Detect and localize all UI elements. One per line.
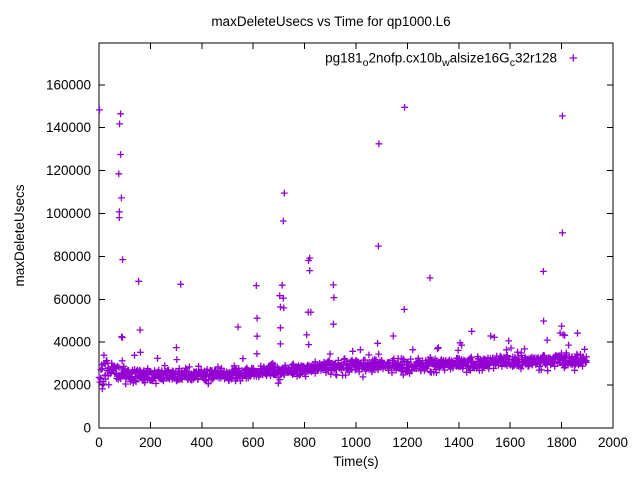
y-tick-label: 20000 [53,378,91,393]
data-points [95,103,590,393]
x-tick-label: 200 [139,435,162,450]
x-tick-label: 400 [191,435,214,450]
y-tick-label: 160000 [46,77,91,92]
x-tick-label: 1600 [495,435,525,450]
x-tick-label: 1800 [547,435,577,450]
y-tick-label: 80000 [53,249,91,264]
x-tick-label: 1200 [392,435,422,450]
tick-labels: 0 200 400 600 800 1000 1200 1400 1600 1800 2000020… [46,77,628,450]
x-tick-label: 1000 [341,435,371,450]
legend: pg181o2nofp.cx10bwalsize16Gc32r128 [325,51,577,70]
y-tick-label: 0 [83,421,91,436]
chart-title: maxDeleteUsecs vs Time for qp1000.L6 [211,14,450,29]
y-tick-label: 120000 [46,163,91,178]
y-tick-label: 100000 [46,206,91,221]
axis-ticks [98,43,614,429]
y-tick-label: 60000 [53,292,91,307]
legend-marker-plus-icon [569,54,577,62]
legend-label: pg181o2nofp.cx10bwalsize16Gc32r128 [325,51,557,70]
y-tick-label: 140000 [46,120,91,135]
x-tick-label: 2000 [598,435,628,450]
y-axis-label: maxDeleteUsecs [12,184,27,286]
plot-generated-content: 0 200 400 600 800 1000 1200 1400 1600 1800 2000020… [46,42,628,450]
x-tick-label: 1400 [444,435,474,450]
y-tick-label: 40000 [53,335,91,350]
x-axis-label: Time(s) [333,454,378,469]
x-tick-label: 600 [242,435,265,450]
x-tick-label: 800 [293,435,316,450]
x-tick-label: 0 [95,435,103,450]
